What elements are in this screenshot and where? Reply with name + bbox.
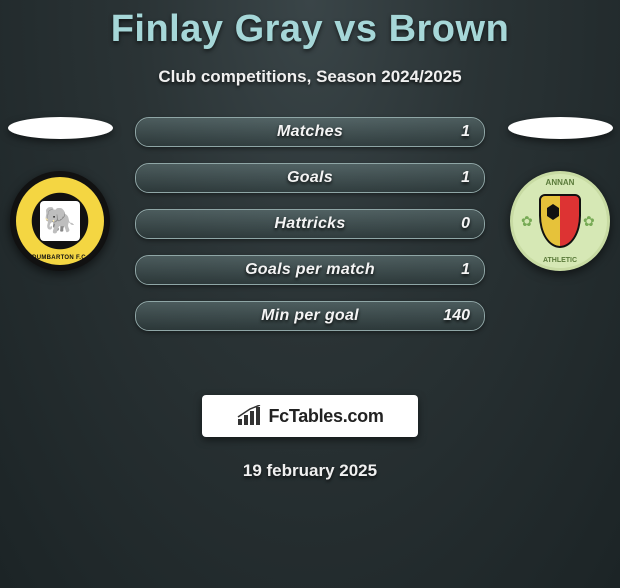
left-crest-label: DUMBARTON F.C. <box>16 255 104 261</box>
stat-label: Hattricks <box>136 215 484 233</box>
stats-rows: Matches 1 Goals 1 Hattricks 0 Goals per … <box>135 117 485 347</box>
comparison-panel: DUMBARTON F.C. ANNAN ✿ ✿ ATHLETIC Matche… <box>0 117 620 377</box>
stat-row-min-per-goal: Min per goal 140 <box>135 301 485 331</box>
right-player-slot <box>508 117 613 139</box>
subtitle: Club competitions, Season 2024/2025 <box>0 67 620 87</box>
brand-badge: FcTables.com <box>202 395 418 437</box>
right-crest-top-text: ANNAN <box>513 178 607 187</box>
stat-value: 1 <box>461 261 470 279</box>
left-player-slot <box>8 117 113 139</box>
stat-value: 140 <box>443 307 470 325</box>
left-player-column: DUMBARTON F.C. <box>0 117 120 271</box>
stat-value: 1 <box>461 123 470 141</box>
date-text: 19 february 2025 <box>0 461 620 481</box>
right-crest-bottom-text: ATHLETIC <box>513 257 607 264</box>
right-player-column: ANNAN ✿ ✿ ATHLETIC <box>500 117 620 271</box>
stat-label: Goals per match <box>136 261 484 279</box>
stat-label: Goals <box>136 169 484 187</box>
elephant-icon <box>40 201 80 241</box>
stat-row-goals: Goals 1 <box>135 163 485 193</box>
chart-icon <box>236 405 262 427</box>
page-title: Finlay Gray vs Brown <box>0 8 620 51</box>
right-club-crest: ANNAN ✿ ✿ ATHLETIC <box>510 171 610 271</box>
thistle-icon: ✿ <box>583 213 599 229</box>
stat-row-matches: Matches 1 <box>135 117 485 147</box>
brand-text: FcTables.com <box>268 406 383 427</box>
stat-row-goals-per-match: Goals per match 1 <box>135 255 485 285</box>
stat-value: 1 <box>461 169 470 187</box>
stat-value: 0 <box>461 215 470 233</box>
stat-row-hattricks: Hattricks 0 <box>135 209 485 239</box>
thistle-icon: ✿ <box>521 213 537 229</box>
left-club-crest: DUMBARTON F.C. <box>10 171 110 271</box>
shield-icon <box>539 194 581 248</box>
stat-label: Matches <box>136 123 484 141</box>
stat-label: Min per goal <box>136 307 484 325</box>
